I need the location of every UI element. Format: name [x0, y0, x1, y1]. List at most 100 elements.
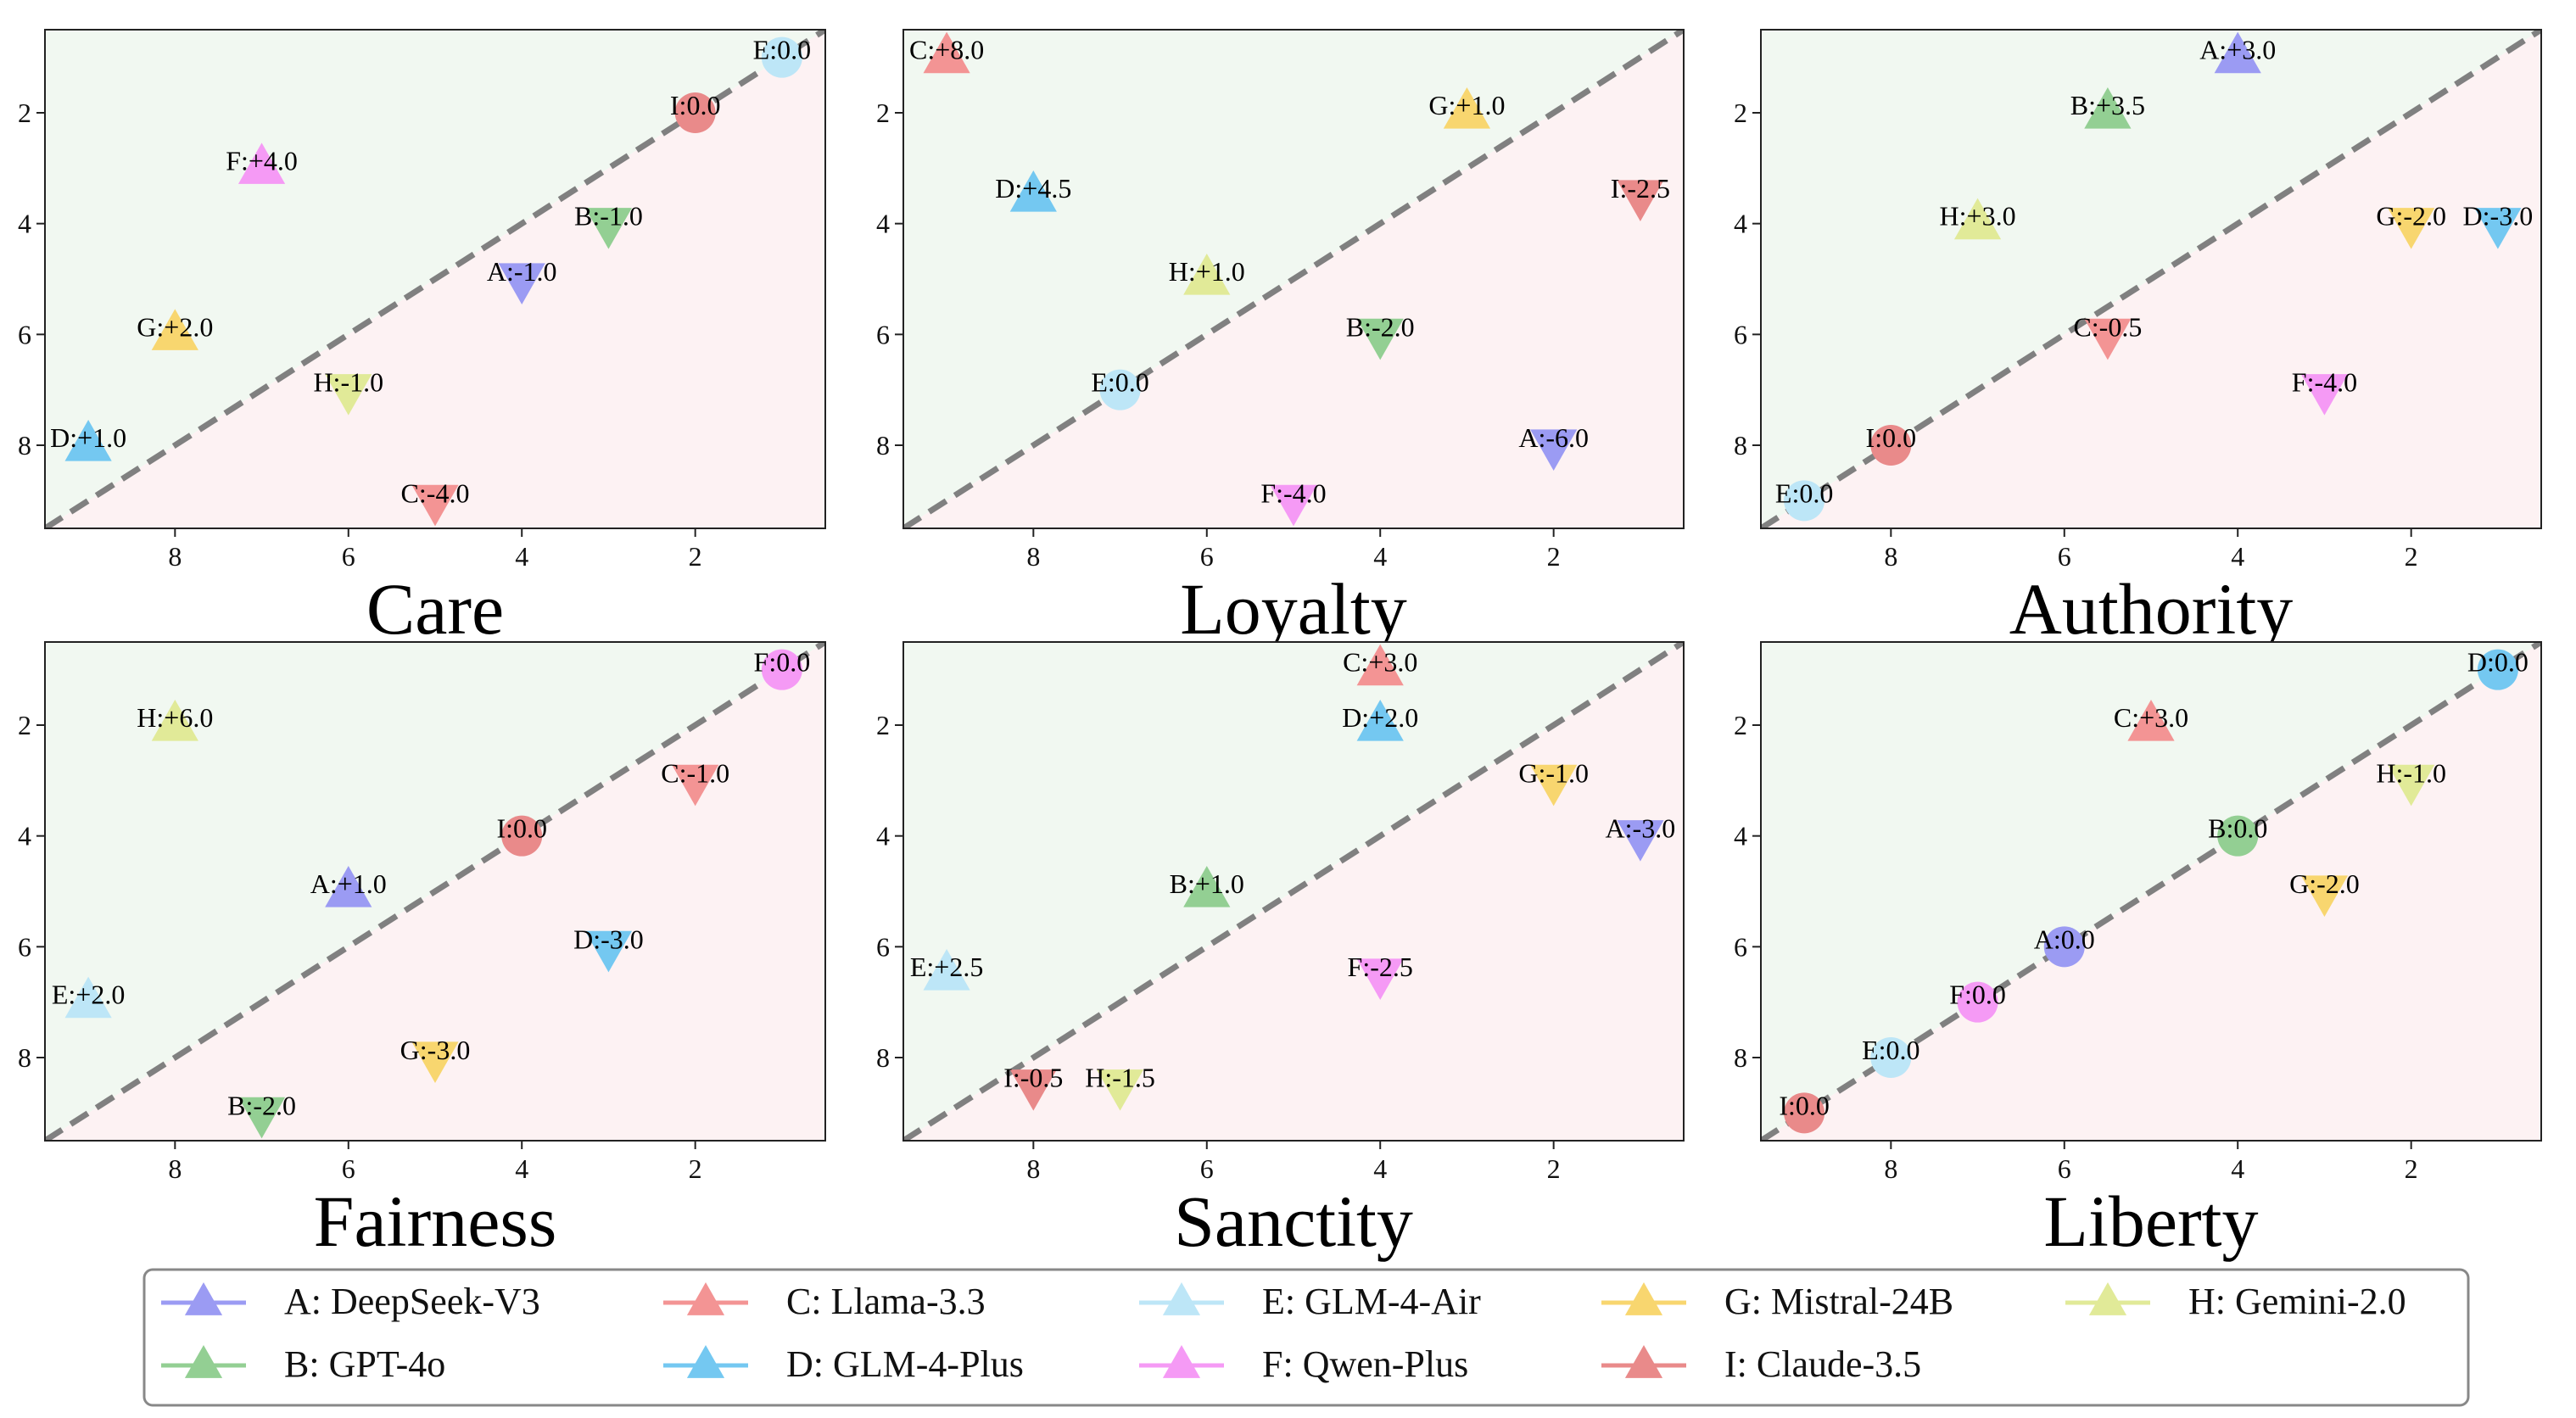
point-B [1183, 866, 1231, 907]
point-label-F: F:-4.0 [1260, 477, 1326, 508]
point-label-F: F:-2.5 [1348, 952, 1413, 982]
y-tick-label: 6 [18, 931, 31, 962]
point-label-I: I:0.0 [670, 90, 721, 120]
x-tick-label: 6 [342, 1153, 355, 1184]
legend-marker-C [686, 1282, 725, 1315]
point-label-I: I:-2.5 [1611, 173, 1670, 204]
x-tick-label: 2 [689, 541, 702, 572]
x-tick-label: 8 [168, 1153, 182, 1184]
point-A [2043, 926, 2085, 968]
panel-title: Loyalty [1180, 568, 1407, 650]
point-label-F: F:+4.0 [226, 145, 298, 176]
point-B [2084, 87, 2132, 129]
point-F [237, 142, 286, 184]
x-tick-label: 6 [342, 541, 355, 572]
axes-frame [44, 641, 826, 1142]
x-tick-label: 2 [1547, 1153, 1561, 1184]
y-tick-label: 8 [18, 1042, 31, 1073]
point-label-E: E:0.0 [1862, 1035, 1919, 1065]
x-tick-label: 4 [2231, 541, 2244, 572]
y-tick-label: 2 [876, 710, 890, 740]
point-label-B: B:-1.0 [574, 201, 643, 232]
panel-sanctity: 8 6 4 2 2 4 6 8 A:-3.0 B:+1.0 C:+3.0 D:+2.0 E:+2.5 F:… [876, 641, 1685, 1262]
point-label-B: B:0.0 [2208, 813, 2267, 844]
point-H [1096, 1069, 1144, 1111]
point-D [64, 420, 112, 461]
x-tick-label: 6 [1200, 1153, 1214, 1184]
x-tick-label: 8 [1884, 541, 1897, 572]
point-label-H: H:+1.0 [1169, 256, 1245, 287]
point-D [584, 930, 633, 973]
legend-marker-G [1624, 1282, 1663, 1315]
point-label-C: C:-0.5 [2073, 311, 2142, 342]
axes-frame [44, 29, 826, 529]
point-label-A: A:-3.0 [1606, 813, 1676, 844]
point-label-D: D:+4.5 [995, 173, 1071, 204]
point-label-A: A:-6.0 [1518, 422, 1589, 453]
point-label-B: B:-2.0 [1346, 311, 1415, 342]
x-tick-label: 2 [689, 1153, 702, 1184]
axes-frame [902, 29, 1685, 529]
panel-fairness: 8 6 4 2 2 4 6 8 A:+1.0 B:-2.0 C:-1.0 D:-3.0 E:+2.0 F:… [18, 641, 826, 1262]
point-label-E: E:+2.0 [52, 980, 125, 1010]
legend-marker-F [1162, 1345, 1201, 1378]
point-label-A: A:-1.0 [487, 256, 557, 287]
y-tick-label: 8 [1734, 1042, 1747, 1073]
point-label-I: I:0.0 [496, 813, 547, 844]
point-I [1784, 1092, 1825, 1134]
point-label-F: F:0.0 [1949, 980, 2006, 1010]
point-label-H: H:-1.0 [2376, 757, 2446, 788]
point-H [151, 700, 198, 741]
x-tick-label: 4 [1373, 1153, 1387, 1184]
point-label-B: B:+1.0 [1170, 868, 1244, 899]
x-tick-label: 8 [1026, 1153, 1040, 1184]
point-label-E: E:+2.5 [910, 952, 983, 982]
point-label-G: G:+1.0 [1428, 90, 1505, 120]
legend-label-I: I: Claude-3.5 [1724, 1343, 1921, 1385]
y-tick-label: 4 [18, 209, 31, 239]
point-label-G: G:+2.0 [137, 311, 213, 342]
y-tick-label: 6 [1734, 931, 1747, 962]
point-F [2300, 374, 2349, 416]
point-E [1099, 369, 1141, 410]
point-label-D: D:0.0 [2467, 647, 2529, 678]
point-G [2300, 875, 2349, 917]
legend-marker-D [686, 1345, 725, 1378]
panel-title: Liberty [2043, 1181, 2258, 1262]
y-tick-label: 4 [876, 209, 890, 239]
axes-frame [902, 641, 1685, 1142]
point-label-D: D:-3.0 [2463, 201, 2534, 232]
x-tick-label: 6 [1200, 541, 1214, 572]
legend-marker-I [1624, 1345, 1663, 1378]
point-C [1356, 644, 1404, 686]
x-tick-label: 6 [2058, 1153, 2071, 1184]
legend-label-G: G: Mistral-24B [1724, 1281, 1953, 1322]
axes-frame [1760, 641, 2542, 1142]
point-H [1953, 198, 2002, 240]
point-H [2388, 764, 2435, 807]
y-tick-label: 8 [1734, 430, 1747, 461]
y-tick-label: 6 [876, 319, 890, 349]
y-tick-label: 2 [876, 98, 890, 128]
x-tick-label: 2 [2405, 541, 2418, 572]
point-label-C: C:+3.0 [1343, 647, 1417, 678]
point-C [2127, 700, 2175, 741]
legend-label-B: B: GPT-4o [284, 1343, 445, 1385]
point-label-H: H:-1.5 [1085, 1063, 1155, 1093]
point-label-A: A:+1.0 [310, 868, 387, 899]
y-tick-label: 6 [1734, 319, 1747, 349]
y-tick-label: 4 [1734, 821, 1747, 851]
legend-label-A: A: DeepSeek-V3 [284, 1281, 540, 1322]
point-label-I: I:0.0 [1866, 422, 1917, 453]
y-tick-label: 2 [18, 98, 31, 128]
axes-frame [1760, 29, 2542, 529]
point-label-F: F:-4.0 [2292, 367, 2357, 398]
point-C [672, 764, 719, 807]
point-label-C: C:+8.0 [909, 35, 984, 65]
panel-loyalty: 8 6 4 2 2 4 6 8 A:-6.0 B:-2.0 C:+8.0 D:+4.5 E:0.0 F:-… [876, 29, 1685, 650]
x-tick-label: 4 [515, 1153, 528, 1184]
panel-title: Fairness [314, 1181, 557, 1262]
y-tick-label: 2 [18, 710, 31, 740]
point-B [2217, 815, 2259, 857]
